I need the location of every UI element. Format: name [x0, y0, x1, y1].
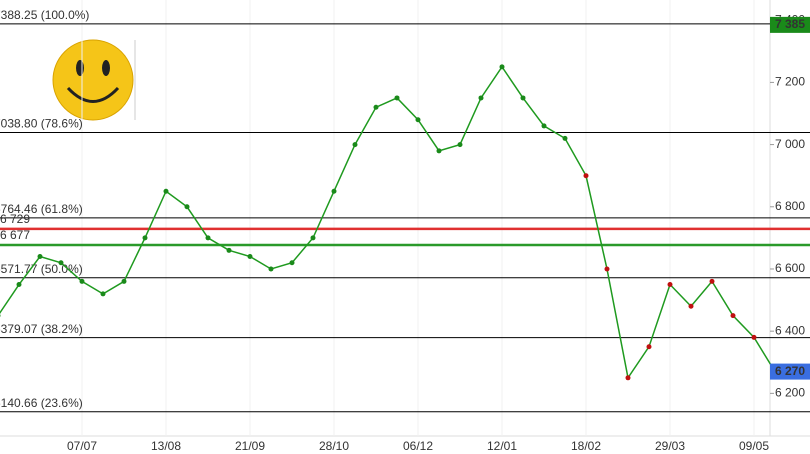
price-dot [352, 142, 358, 148]
price-dot [142, 235, 148, 241]
y-tick-label: 6 200 [775, 386, 805, 400]
smiley [52, 39, 136, 121]
y-tick-label: 6 400 [775, 323, 805, 337]
price-dot [16, 282, 22, 288]
price-dot [121, 278, 127, 284]
price-dot [100, 291, 106, 297]
price-dot [58, 260, 64, 266]
price-dot [520, 95, 526, 101]
x-tick-label: 09/05 [739, 439, 769, 453]
level-label: 7388.25 (100.0%) [0, 8, 89, 22]
price-dot [604, 266, 610, 272]
price-dot [625, 375, 631, 381]
price-dot [331, 188, 337, 194]
price-dot [184, 204, 190, 210]
price-dot [457, 142, 463, 148]
level-label: 6571.77 (50.0%) [0, 262, 83, 276]
price-dot [268, 266, 274, 272]
price-dot [541, 123, 547, 129]
y-tick-label: 6 800 [775, 199, 805, 213]
x-tick-label: 21/09 [235, 439, 265, 453]
price-dot [79, 278, 85, 284]
price-dot [37, 254, 43, 260]
price-dot [226, 247, 232, 253]
price-dot [394, 95, 400, 101]
price-dot [667, 282, 673, 288]
y-tick-label: 7 000 [775, 137, 805, 151]
x-tick-label: 13/08 [151, 439, 181, 453]
price-dot [499, 64, 505, 70]
price-dot [583, 173, 589, 179]
price-dot [730, 313, 736, 319]
x-tick-label: 28/10 [319, 439, 349, 453]
marker-label: 6 729 [0, 212, 30, 226]
price-dot [688, 303, 694, 309]
x-tick-label: 12/01 [487, 439, 517, 453]
price-dot [289, 260, 295, 266]
price-dot [205, 235, 211, 241]
price-badge [770, 363, 810, 380]
x-tick-label: 07/07 [67, 439, 97, 453]
x-tick-label: 18/02 [571, 439, 601, 453]
price-badge-label: 7 385 [775, 17, 805, 31]
price-badge [770, 16, 810, 33]
price-dot [709, 278, 715, 284]
price-dot [478, 95, 484, 101]
price-dot [163, 188, 169, 194]
level-label: 7038.80 (78.6%) [0, 117, 83, 131]
price-dot [0, 314, 1, 318]
level-label: 6379.07 (38.2%) [0, 322, 83, 336]
marker-label: 6 677 [0, 228, 30, 242]
price-dot [646, 344, 652, 350]
x-tick-label: 29/03 [655, 439, 685, 453]
price-dot [562, 135, 568, 141]
price-line [0, 65, 776, 380]
price-dot [310, 235, 316, 241]
price-dot [751, 334, 757, 340]
y-tick-label: 6 600 [775, 261, 805, 275]
price-dot [436, 148, 442, 154]
price-dot [373, 104, 379, 110]
price-dot [415, 117, 421, 123]
y-tick-label: 7 200 [775, 75, 805, 89]
price-dot [247, 254, 253, 260]
level-label: 6140.66 (23.6%) [0, 396, 83, 410]
price-badge-label: 6 270 [775, 364, 805, 378]
x-tick-label: 06/12 [403, 439, 433, 453]
level-label: 6764.46 (61.8%) [0, 202, 83, 216]
